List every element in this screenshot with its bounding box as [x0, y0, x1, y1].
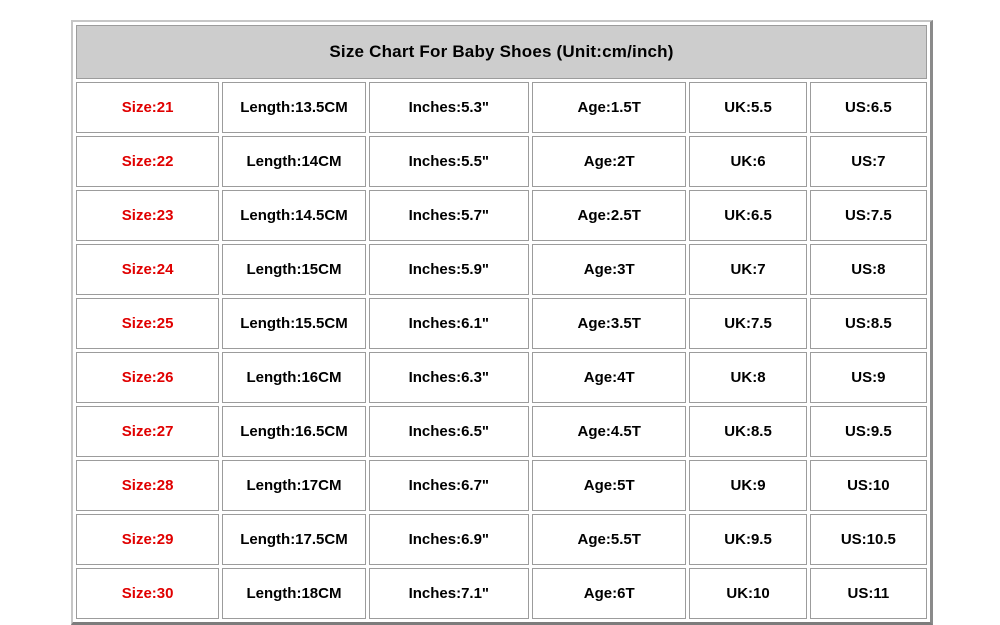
cell-size: Size:23	[76, 190, 220, 241]
table-row: Size:25 Length:15.5CM Inches:6.1" Age:3.5T U…	[76, 298, 927, 349]
cell-us: US:6.5	[809, 82, 927, 133]
cell-age: Age:2.5T	[532, 190, 687, 241]
table-row: Size:29 Length:17.5CM Inches:6.9" Age:5.5T U…	[76, 514, 927, 565]
size-chart-container: Size Chart For Baby Shoes (Unit:cm/inch)…	[71, 20, 933, 625]
cell-uk: UK:10	[689, 568, 807, 619]
table-row: Size:27 Length:16.5CM Inches:6.5" Age:4.5T U…	[76, 406, 927, 457]
cell-uk: UK:8.5	[689, 406, 807, 457]
cell-us: US:8	[809, 244, 927, 295]
cell-size: Size:27	[76, 406, 220, 457]
cell-uk: UK:9	[689, 460, 807, 511]
cell-uk: UK:6.5	[689, 190, 807, 241]
cell-length: Length:17.5CM	[222, 514, 366, 565]
cell-size: Size:25	[76, 298, 220, 349]
cell-length: Length:16CM	[222, 352, 366, 403]
cell-us: US:7	[809, 136, 927, 187]
cell-uk: UK:7.5	[689, 298, 807, 349]
cell-size: Size:26	[76, 352, 220, 403]
cell-size: Size:24	[76, 244, 220, 295]
cell-size: Size:21	[76, 82, 220, 133]
cell-size: Size:30	[76, 568, 220, 619]
cell-inches: Inches:5.5"	[368, 136, 529, 187]
cell-us: US:8.5	[809, 298, 927, 349]
cell-length: Length:15CM	[222, 244, 366, 295]
cell-age: Age:6T	[532, 568, 687, 619]
cell-uk: UK:7	[689, 244, 807, 295]
size-chart-body: Size:21 Length:13.5CM Inches:5.3" Age:1.5T U…	[76, 82, 927, 619]
cell-us: US:9.5	[809, 406, 927, 457]
cell-uk: UK:9.5	[689, 514, 807, 565]
cell-inches: Inches:6.7"	[368, 460, 529, 511]
cell-age: Age:3.5T	[532, 298, 687, 349]
cell-uk: UK:5.5	[689, 82, 807, 133]
table-row: Size:28 Length:17CM Inches:6.7" Age:5T UK:9 U…	[76, 460, 927, 511]
cell-inches: Inches:7.1"	[368, 568, 529, 619]
cell-us: US:10.5	[809, 514, 927, 565]
cell-inches: Inches:6.9"	[368, 514, 529, 565]
cell-length: Length:15.5CM	[222, 298, 366, 349]
cell-us: US:11	[809, 568, 927, 619]
cell-us: US:7.5	[809, 190, 927, 241]
cell-age: Age:5T	[532, 460, 687, 511]
cell-length: Length:14.5CM	[222, 190, 366, 241]
table-row: Size:30 Length:18CM Inches:7.1" Age:6T UK:10…	[76, 568, 927, 619]
cell-length: Length:16.5CM	[222, 406, 366, 457]
cell-size: Size:29	[76, 514, 220, 565]
cell-length: Length:14CM	[222, 136, 366, 187]
cell-uk: UK:8	[689, 352, 807, 403]
cell-age: Age:4T	[532, 352, 687, 403]
cell-age: Age:4.5T	[532, 406, 687, 457]
cell-size: Size:28	[76, 460, 220, 511]
cell-uk: UK:6	[689, 136, 807, 187]
cell-inches: Inches:6.1"	[368, 298, 529, 349]
table-row: Size:21 Length:13.5CM Inches:5.3" Age:1.5T U…	[76, 82, 927, 133]
table-row: Size:26 Length:16CM Inches:6.3" Age:4T UK:8 U…	[76, 352, 927, 403]
cell-length: Length:18CM	[222, 568, 366, 619]
cell-age: Age:5.5T	[532, 514, 687, 565]
cell-inches: Inches:6.3"	[368, 352, 529, 403]
cell-us: US:9	[809, 352, 927, 403]
cell-length: Length:17CM	[222, 460, 366, 511]
cell-age: Age:3T	[532, 244, 687, 295]
cell-inches: Inches:5.7"	[368, 190, 529, 241]
table-title: Size Chart For Baby Shoes (Unit:cm/inch)	[76, 25, 927, 79]
cell-inches: Inches:5.3"	[368, 82, 529, 133]
table-row: Size:22 Length:14CM Inches:5.5" Age:2T UK:6 U…	[76, 136, 927, 187]
cell-inches: Inches:6.5"	[368, 406, 529, 457]
table-row: Size:24 Length:15CM Inches:5.9" Age:3T UK:7 U…	[76, 244, 927, 295]
cell-age: Age:1.5T	[532, 82, 687, 133]
table-row: Size:23 Length:14.5CM Inches:5.7" Age:2.5T U…	[76, 190, 927, 241]
size-chart-table: Size Chart For Baby Shoes (Unit:cm/inch)…	[71, 20, 933, 625]
cell-us: US:10	[809, 460, 927, 511]
cell-inches: Inches:5.9"	[368, 244, 529, 295]
table-title-row: Size Chart For Baby Shoes (Unit:cm/inch)	[76, 25, 927, 79]
cell-size: Size:22	[76, 136, 220, 187]
cell-age: Age:2T	[532, 136, 687, 187]
cell-length: Length:13.5CM	[222, 82, 366, 133]
